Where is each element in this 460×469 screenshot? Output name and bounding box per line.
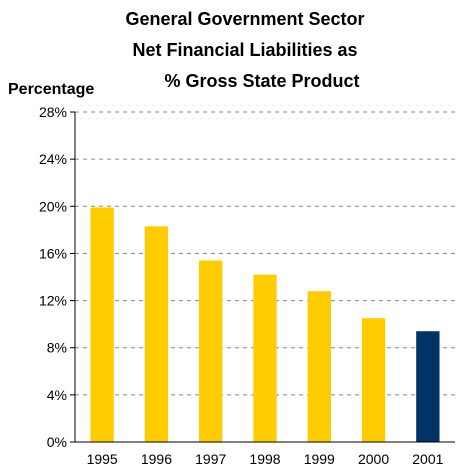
y-tick-label: 0% xyxy=(47,434,67,450)
x-tick-label: 2001 xyxy=(412,451,443,467)
x-tick-label: 1997 xyxy=(195,451,226,467)
bar-1999 xyxy=(307,291,331,442)
chart-title: General Government Sector Net Financial … xyxy=(125,9,364,91)
y-tick-label: 8% xyxy=(47,340,67,356)
y-axis-ticks: 0% 4% 8% 12% 16% 20% 24% 28% xyxy=(39,104,75,450)
y-tick-label: 12% xyxy=(39,293,67,309)
y-tick-label: 28% xyxy=(39,104,67,120)
bar-2001 xyxy=(416,331,440,442)
bar-1997 xyxy=(199,260,223,442)
bar-1998 xyxy=(253,274,277,442)
y-tick-label: 20% xyxy=(39,198,67,214)
chart-title-line-3: % Gross State Product xyxy=(164,71,359,91)
bar-1996 xyxy=(144,226,169,442)
y-tick-label: 16% xyxy=(39,245,67,261)
x-tick-label: 1996 xyxy=(141,451,172,467)
x-tick-label: 2000 xyxy=(358,451,389,467)
y-tick-label: 4% xyxy=(47,387,67,403)
bar-1995 xyxy=(90,207,114,442)
chart-title-line-1: General Government Sector xyxy=(125,9,364,29)
x-tick-label: 1999 xyxy=(304,451,335,467)
bars xyxy=(90,207,440,442)
chart-title-line-2: Net Financial Liabilities as xyxy=(132,40,357,60)
x-tick-label: 1998 xyxy=(249,451,280,467)
y-axis-label: Percentage xyxy=(8,81,94,98)
y-tick-label: 24% xyxy=(39,151,67,167)
axes xyxy=(74,112,455,443)
bar-2000 xyxy=(361,318,386,442)
x-tick-label: 1995 xyxy=(87,451,118,467)
x-axis-ticks: 1995 1996 1997 1998 1999 2000 2001 xyxy=(87,451,444,467)
